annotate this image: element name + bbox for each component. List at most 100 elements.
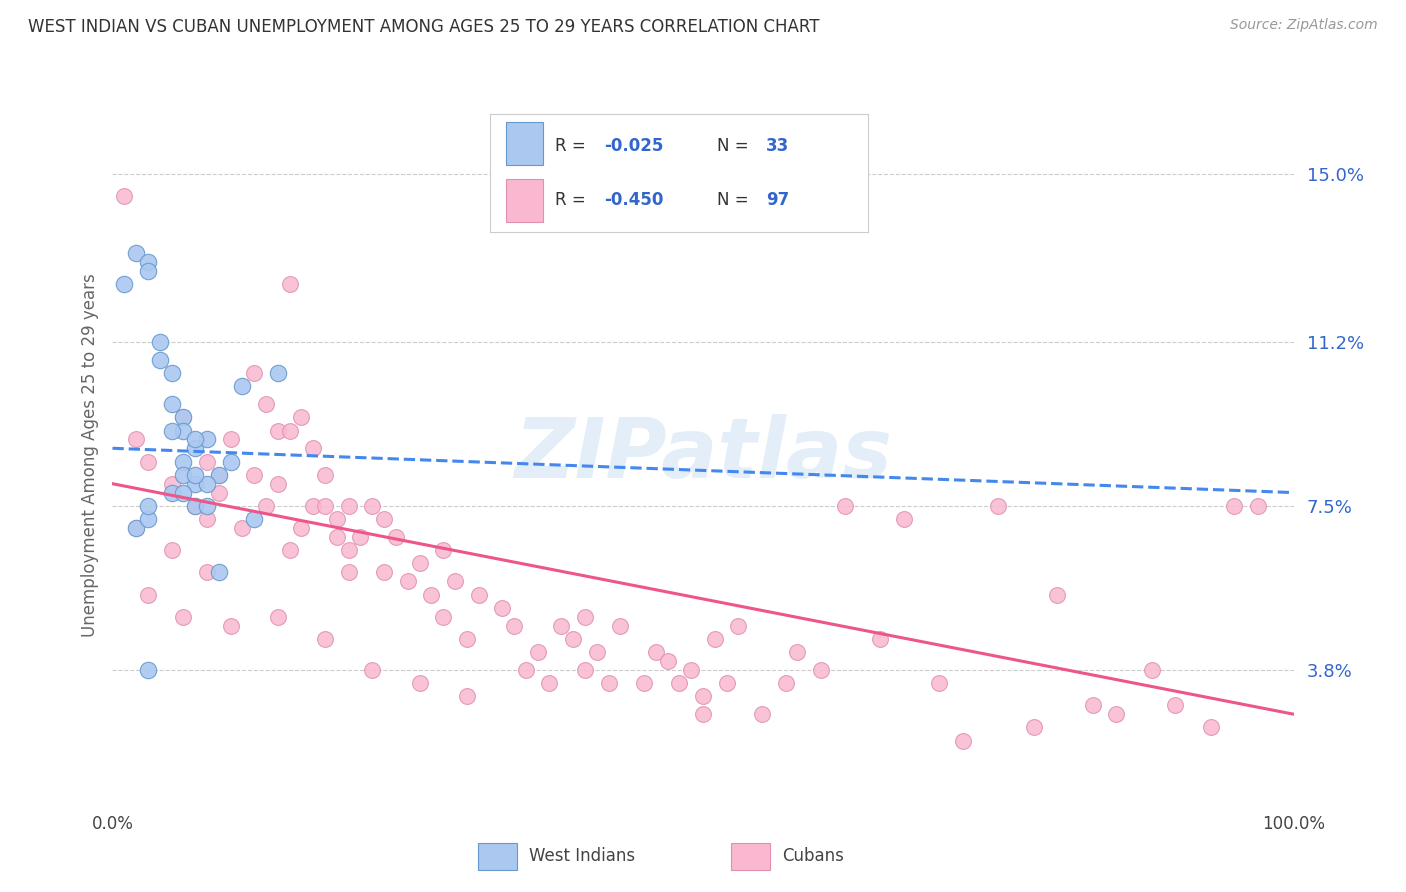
Text: Source: ZipAtlas.com: Source: ZipAtlas.com	[1230, 18, 1378, 32]
Point	[136, 255, 159, 269]
Point	[385, 530, 408, 544]
Point	[125, 433, 148, 447]
Point	[1223, 499, 1246, 513]
Text: Cubans: Cubans	[782, 847, 844, 865]
Point	[456, 690, 478, 704]
Point	[254, 499, 277, 513]
Bar	[731, 843, 770, 870]
Point	[408, 557, 430, 571]
Point	[928, 676, 950, 690]
Point	[112, 277, 135, 292]
Point	[160, 397, 183, 411]
Point	[786, 645, 808, 659]
Point	[538, 676, 561, 690]
Point	[125, 246, 148, 260]
Point	[278, 543, 301, 558]
Point	[373, 512, 395, 526]
Point	[195, 566, 218, 580]
Point	[562, 632, 585, 646]
Point	[444, 574, 467, 589]
Point	[432, 609, 454, 624]
Point	[432, 543, 454, 558]
Point	[172, 485, 194, 500]
Point	[373, 566, 395, 580]
Point	[267, 424, 290, 438]
Point	[231, 521, 253, 535]
Point	[267, 476, 290, 491]
Point	[644, 645, 666, 659]
Point	[243, 467, 266, 482]
Point	[657, 654, 679, 668]
Point	[574, 663, 596, 677]
Point	[172, 410, 194, 425]
Point	[1081, 698, 1104, 713]
Point	[172, 454, 194, 468]
Point	[952, 733, 974, 747]
Point	[1022, 721, 1045, 735]
Point	[125, 521, 148, 535]
Point	[172, 467, 194, 482]
Point	[219, 433, 242, 447]
Point	[160, 543, 183, 558]
Point	[633, 676, 655, 690]
Point	[290, 521, 312, 535]
Point	[1199, 721, 1222, 735]
Point	[208, 566, 231, 580]
Point	[585, 645, 607, 659]
Point	[1140, 663, 1163, 677]
Point	[290, 410, 312, 425]
Point	[337, 566, 360, 580]
Point	[172, 424, 194, 438]
Point	[195, 454, 218, 468]
Point	[149, 334, 172, 349]
Point	[184, 433, 207, 447]
Point	[1247, 499, 1270, 513]
Point	[1164, 698, 1187, 713]
Point	[349, 530, 371, 544]
Point	[751, 707, 773, 722]
Point	[361, 499, 384, 513]
Point	[172, 609, 194, 624]
Point	[396, 574, 419, 589]
Point	[598, 676, 620, 690]
Point	[136, 264, 159, 278]
Point	[1046, 587, 1069, 601]
Text: ZIPatlas: ZIPatlas	[515, 415, 891, 495]
Point	[314, 632, 336, 646]
Point	[302, 499, 325, 513]
Point	[267, 609, 290, 624]
Point	[692, 707, 714, 722]
Point	[160, 485, 183, 500]
Point	[314, 499, 336, 513]
Point	[243, 512, 266, 526]
Point	[467, 587, 489, 601]
Point	[526, 645, 548, 659]
Point	[112, 188, 135, 202]
Point	[136, 454, 159, 468]
Point	[184, 499, 207, 513]
Point	[149, 352, 172, 367]
Point	[869, 632, 891, 646]
Point	[184, 442, 207, 456]
Point	[703, 632, 725, 646]
Point	[136, 512, 159, 526]
Point	[160, 476, 183, 491]
Point	[716, 676, 738, 690]
Point	[692, 690, 714, 704]
Point	[681, 663, 703, 677]
Point	[195, 433, 218, 447]
Point	[609, 618, 631, 632]
Point	[160, 366, 183, 380]
Point	[125, 521, 148, 535]
Point	[408, 676, 430, 690]
Text: WEST INDIAN VS CUBAN UNEMPLOYMENT AMONG AGES 25 TO 29 YEARS CORRELATION CHART: WEST INDIAN VS CUBAN UNEMPLOYMENT AMONG …	[28, 18, 820, 36]
Point	[1105, 707, 1128, 722]
Point	[314, 467, 336, 482]
Point	[184, 499, 207, 513]
Point	[136, 587, 159, 601]
Point	[503, 618, 526, 632]
Point	[208, 467, 231, 482]
Point	[219, 618, 242, 632]
Point	[208, 485, 231, 500]
Point	[172, 410, 194, 425]
